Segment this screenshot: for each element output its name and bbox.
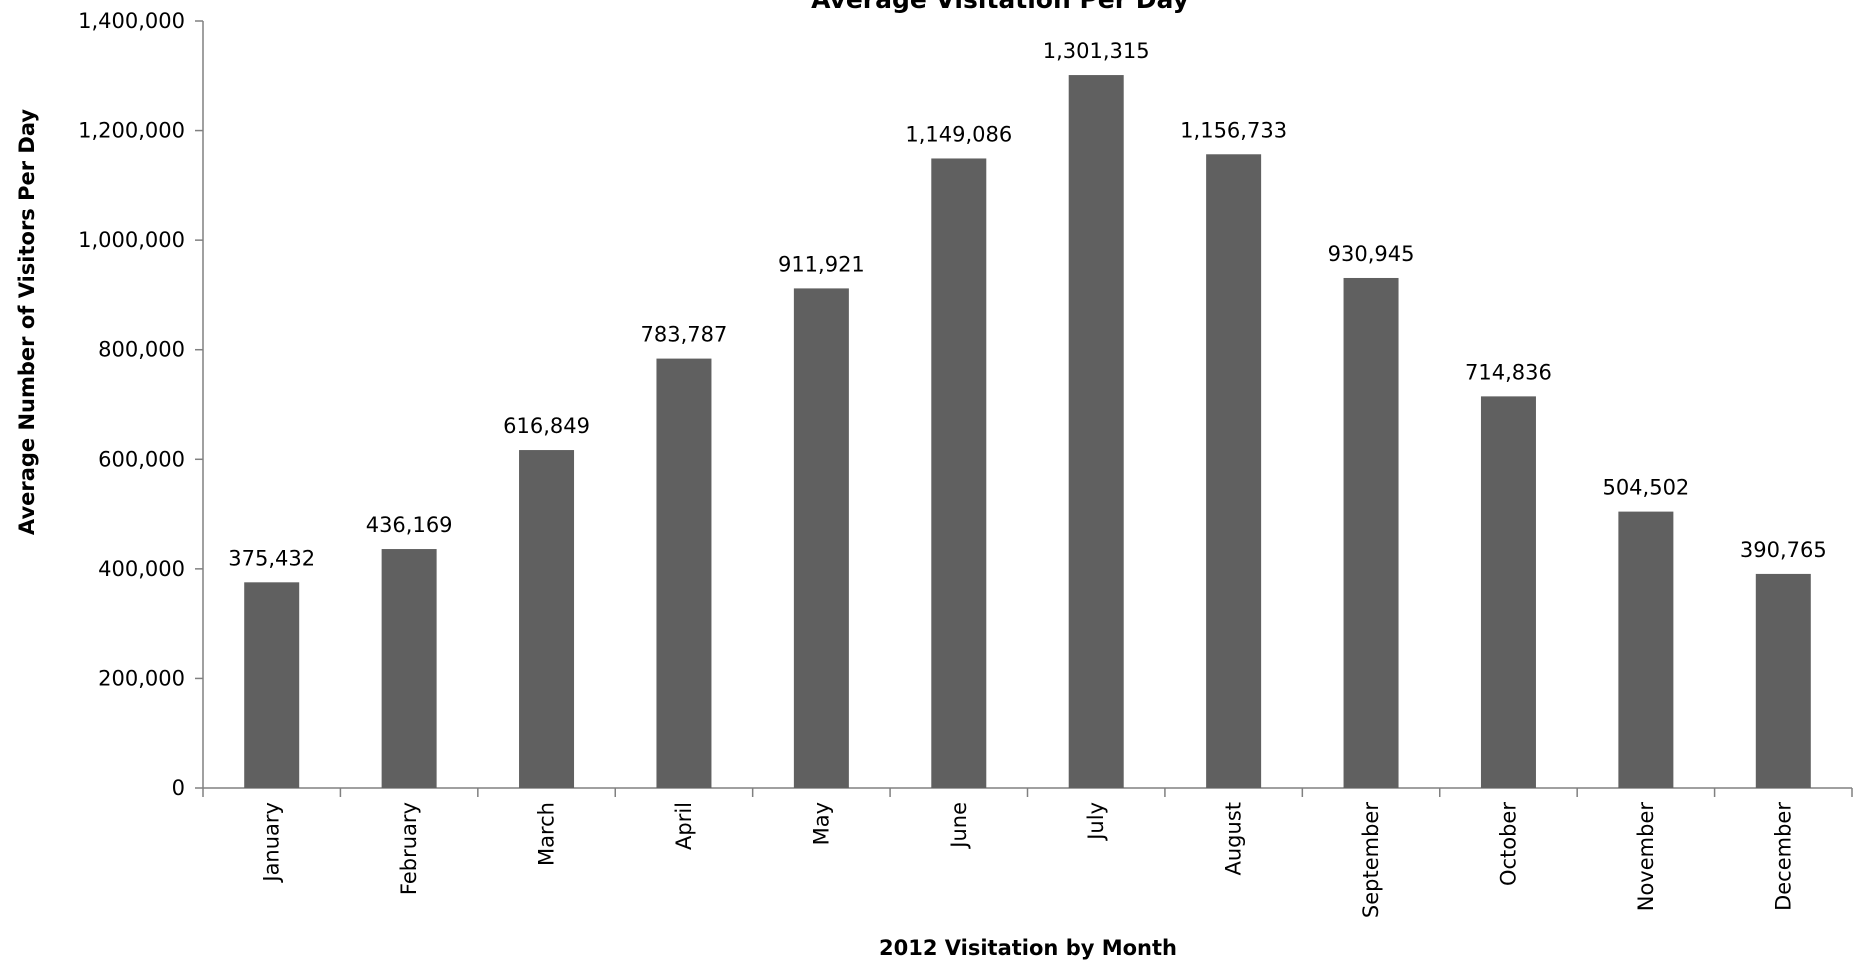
y-tick-label: 0 [172, 776, 185, 800]
x-category-label-october: October [1496, 802, 1520, 886]
x-category-label-april: April [672, 802, 696, 850]
data-label-april: 783,787 [641, 323, 728, 347]
data-label-february: 436,169 [366, 513, 453, 537]
x-category-label-december: December [1771, 802, 1795, 911]
x-category-label-january: January [260, 802, 284, 884]
x-category-label-march: March [535, 802, 559, 866]
x-category-label-february: February [397, 802, 421, 895]
y-axis-title: Average Number of Visitors Per Day [15, 109, 39, 535]
bar-january [244, 582, 300, 788]
y-tick-label: 1,400,000 [78, 9, 185, 33]
data-label-november: 504,502 [1602, 476, 1689, 500]
x-category-label-may: May [809, 802, 833, 845]
bar-march [519, 450, 575, 788]
x-category-label-august: August [1222, 802, 1246, 876]
x-axis-title: 2012 Visitation by Month [879, 936, 1177, 960]
plot-area: 0 200,000 400,000 600,000 800,000 1,000,000 1,… [78, 9, 1853, 918]
bar-september [1343, 277, 1399, 788]
x-category-label-november: November [1634, 802, 1658, 912]
x-category-label-september: September [1359, 802, 1383, 918]
y-tick-label: 200,000 [98, 666, 185, 690]
data-label-june: 1,149,086 [905, 122, 1012, 146]
x-category-label-june: June [947, 802, 971, 850]
bar-february [381, 549, 437, 788]
data-label-july: 1,301,315 [1043, 39, 1150, 63]
chart-title: Average Visitation Per Day [811, 0, 1189, 14]
data-label-august: 1,156,733 [1180, 118, 1287, 142]
bar-december [1755, 573, 1811, 788]
data-label-october: 714,836 [1465, 360, 1552, 384]
bar-may [793, 288, 849, 788]
data-label-march: 616,849 [503, 414, 590, 438]
x-category-label-july: July [1084, 802, 1108, 842]
bar-november [1618, 511, 1674, 788]
y-tick-label: 800,000 [98, 338, 185, 362]
bar-april [656, 358, 712, 788]
bar-october [1480, 396, 1536, 788]
bar-june [931, 158, 987, 788]
data-label-january: 375,432 [228, 546, 315, 570]
bar-august [1206, 154, 1262, 788]
data-label-may: 911,921 [778, 252, 865, 276]
y-tick-label: 1,200,000 [78, 119, 185, 143]
data-label-december: 390,765 [1740, 538, 1827, 562]
bar-july [1068, 75, 1124, 788]
y-tick-label: 400,000 [98, 557, 185, 581]
y-tick-label: 1,000,000 [78, 228, 185, 252]
data-label-september: 930,945 [1328, 242, 1415, 266]
y-tick-label: 600,000 [98, 447, 185, 471]
